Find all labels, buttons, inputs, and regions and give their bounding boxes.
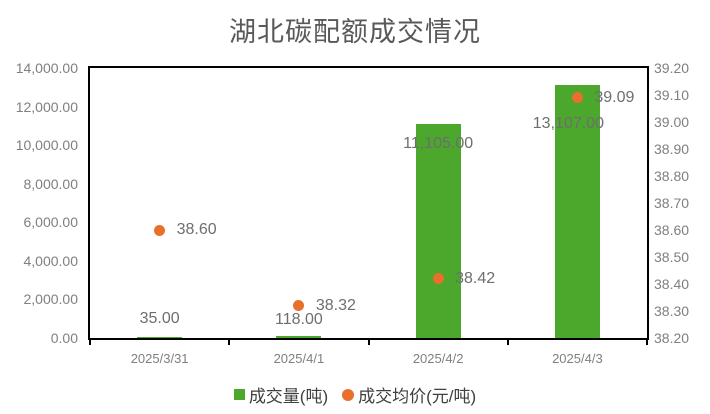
price-value-label: 38.32	[315, 296, 356, 314]
right-axis-tick-label: 39.00	[654, 114, 690, 130]
x-axis-category-label: 2025/4/2	[412, 351, 464, 366]
left-axis-tick-label: 12,000.00	[15, 98, 78, 115]
x-axis-tick-mark	[506, 340, 509, 345]
right-axis-tick-label: 38.20	[654, 330, 690, 346]
right-axis-tick-label: 38.50	[654, 249, 690, 265]
x-axis-category-label: 2025/4/1	[273, 351, 325, 366]
right-axis-tick-label: 38.40	[654, 276, 690, 292]
price-value-label: 38.60	[176, 221, 217, 238]
right-axis-tick-label: 38.90	[654, 141, 690, 157]
legend-label-price: 成交均价(元/吨)	[358, 387, 477, 406]
price-value-label: 39.09	[594, 88, 635, 106]
x-axis-tick-mark	[228, 340, 231, 345]
left-axis-tick-label: 0.00	[50, 330, 78, 346]
legend-label-volume: 成交量(吨)	[248, 387, 329, 406]
legend: 成交量(吨) 成交均价(元/吨)	[0, 382, 710, 407]
left-axis-tick-label: 14,000.00	[15, 60, 78, 76]
left-axis-tick-label: 10,000.00	[15, 137, 78, 154]
bar-2025/4/3	[554, 85, 600, 338]
x-axis-category-label: 2025/4/3	[552, 351, 603, 366]
bar-value-label: 35.00	[139, 310, 180, 327]
right-axis-tick-label: 39.10	[654, 87, 690, 103]
right-axis-tick-label: 38.30	[654, 303, 690, 319]
left-axis-tick-label: 8,000.00	[23, 175, 79, 192]
right-axis-tick-label: 38.70	[654, 195, 690, 211]
right-axis-tick-label: 39.20	[654, 60, 690, 76]
right-axis-tick-label: 38.80	[654, 168, 690, 184]
bar-value-label: 11,105.00	[403, 135, 474, 152]
left-axis-tick-label: 2,000.00	[23, 291, 79, 308]
legend-item-volume: 成交量(吨)	[233, 382, 329, 407]
x-axis-category-label: 2025/3/31	[130, 351, 189, 366]
x-axis-tick-mark	[367, 340, 370, 345]
price-marker	[571, 92, 583, 104]
bar-2025/4/1	[276, 335, 322, 338]
bar-value-label: 118.00	[275, 311, 323, 328]
price-marker	[293, 300, 305, 312]
right-axis-tick-label: 38.60	[654, 222, 690, 238]
left-axis-tick-label: 4,000.00	[23, 252, 79, 269]
price-series-swatch-icon	[342, 388, 355, 401]
left-axis-tick-label: 6,000.00	[23, 214, 79, 231]
bar-2025/4/2	[415, 123, 461, 338]
x-axis-tick-mark	[89, 340, 91, 345]
price-value-label: 38.42	[455, 269, 496, 287]
chart-title: 湖北碳配额成交情况	[229, 17, 481, 47]
plot-area: 35.00 118.00 11,105.00 13,107.00 38.60 38.32 3…	[88, 66, 649, 340]
volume-series-swatch-icon	[233, 389, 245, 400]
bar-2025/3/31	[137, 337, 183, 338]
legend-item-price: 成交均价(元/吨)	[342, 382, 476, 407]
x-axis-tick-mark	[646, 340, 648, 345]
bar-value-label: 13,107.00	[532, 115, 604, 132]
price-marker	[432, 273, 444, 285]
price-marker	[154, 224, 166, 236]
